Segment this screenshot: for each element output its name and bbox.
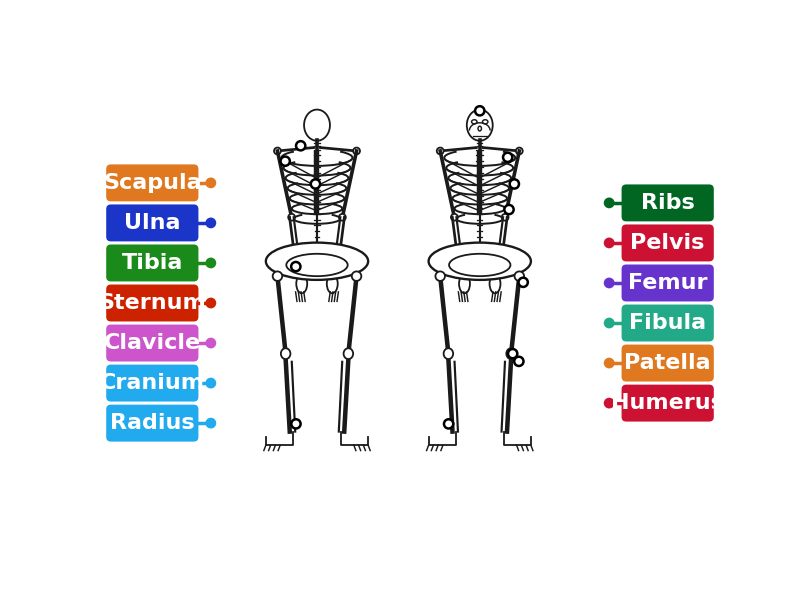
FancyBboxPatch shape: [622, 385, 714, 422]
Circle shape: [604, 238, 614, 248]
Text: Tibia: Tibia: [122, 253, 183, 273]
Circle shape: [352, 271, 362, 281]
Circle shape: [444, 419, 454, 428]
FancyBboxPatch shape: [106, 365, 198, 401]
Circle shape: [504, 205, 514, 214]
Circle shape: [206, 298, 216, 308]
Text: Pelvis: Pelvis: [630, 233, 705, 253]
Ellipse shape: [304, 110, 330, 141]
Text: Ulna: Ulna: [124, 213, 181, 233]
Circle shape: [502, 214, 509, 221]
Circle shape: [206, 178, 216, 188]
Text: Cranium: Cranium: [100, 373, 205, 393]
Circle shape: [206, 338, 216, 349]
Circle shape: [206, 257, 216, 268]
Ellipse shape: [444, 348, 453, 359]
Circle shape: [206, 377, 216, 388]
Circle shape: [516, 148, 522, 154]
Circle shape: [281, 157, 290, 166]
Circle shape: [451, 214, 458, 221]
Circle shape: [503, 152, 512, 162]
Text: Ribs: Ribs: [641, 193, 694, 213]
Ellipse shape: [286, 254, 348, 276]
Circle shape: [518, 278, 528, 287]
Ellipse shape: [506, 348, 516, 359]
Circle shape: [206, 218, 216, 229]
Ellipse shape: [266, 242, 368, 280]
Circle shape: [510, 179, 519, 188]
Circle shape: [288, 214, 295, 221]
Circle shape: [291, 419, 301, 428]
FancyBboxPatch shape: [106, 404, 198, 442]
Circle shape: [437, 148, 444, 154]
FancyBboxPatch shape: [106, 325, 198, 362]
Text: Fibula: Fibula: [629, 313, 706, 333]
Text: Humerus: Humerus: [611, 393, 724, 413]
Text: Sternum: Sternum: [98, 293, 206, 313]
FancyBboxPatch shape: [622, 305, 714, 341]
Circle shape: [508, 349, 518, 358]
Ellipse shape: [482, 120, 488, 124]
Ellipse shape: [471, 120, 477, 124]
FancyBboxPatch shape: [106, 205, 198, 241]
Circle shape: [475, 106, 485, 115]
Circle shape: [274, 148, 281, 154]
Circle shape: [273, 271, 282, 281]
Ellipse shape: [478, 126, 482, 131]
FancyBboxPatch shape: [106, 284, 198, 322]
Circle shape: [353, 148, 360, 154]
FancyBboxPatch shape: [106, 164, 198, 202]
FancyBboxPatch shape: [622, 344, 714, 382]
Ellipse shape: [490, 274, 501, 293]
Circle shape: [514, 271, 524, 281]
Text: Scapula: Scapula: [103, 173, 202, 193]
Circle shape: [514, 357, 523, 366]
Circle shape: [339, 214, 346, 221]
FancyBboxPatch shape: [622, 265, 714, 301]
FancyBboxPatch shape: [106, 244, 198, 281]
Text: Patella: Patella: [624, 353, 711, 373]
Circle shape: [206, 418, 216, 428]
FancyBboxPatch shape: [622, 224, 714, 262]
Circle shape: [604, 398, 614, 409]
Circle shape: [435, 271, 445, 281]
Circle shape: [291, 262, 301, 271]
Ellipse shape: [343, 348, 353, 359]
Ellipse shape: [429, 242, 531, 280]
Text: Radius: Radius: [110, 413, 194, 433]
Ellipse shape: [459, 274, 470, 293]
Ellipse shape: [281, 348, 290, 359]
Text: Clavicle: Clavicle: [104, 333, 201, 353]
Circle shape: [604, 278, 614, 289]
Circle shape: [311, 179, 320, 188]
Circle shape: [604, 358, 614, 368]
Ellipse shape: [327, 274, 338, 293]
Ellipse shape: [296, 274, 307, 293]
Circle shape: [604, 197, 614, 208]
FancyBboxPatch shape: [622, 184, 714, 221]
Circle shape: [604, 317, 614, 328]
Circle shape: [296, 141, 306, 151]
Ellipse shape: [466, 110, 493, 141]
Text: Femur: Femur: [628, 273, 707, 293]
Ellipse shape: [449, 254, 510, 276]
